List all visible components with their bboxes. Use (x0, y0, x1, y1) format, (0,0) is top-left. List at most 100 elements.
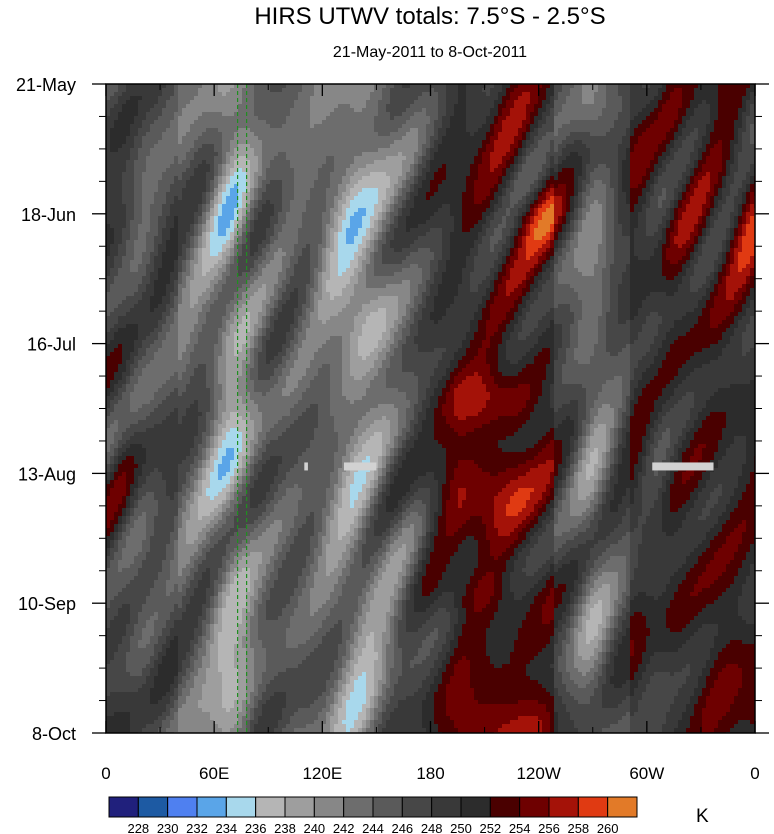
field-cell (354, 128, 359, 133)
field-cell (338, 144, 343, 149)
field-cell (474, 156, 479, 161)
field-cell (718, 96, 723, 101)
field-cell (446, 200, 451, 205)
field-cell (198, 180, 203, 185)
field-cell (690, 140, 695, 145)
field-cell (430, 204, 435, 209)
field-cell (742, 196, 747, 201)
field-cell (370, 152, 375, 157)
field-cell (242, 184, 247, 189)
field-cell (686, 164, 691, 169)
field-cell (658, 112, 663, 117)
field-cell (442, 200, 447, 205)
field-cell (530, 96, 535, 101)
field-cell (478, 124, 483, 129)
field-cell (234, 184, 239, 189)
field-cell (582, 112, 587, 117)
field-cell (482, 144, 487, 149)
field-cell (606, 132, 611, 137)
field-cell (110, 100, 115, 105)
field-cell (526, 104, 531, 109)
field-cell (746, 96, 751, 101)
field-cell (278, 120, 283, 125)
field-cell (358, 160, 363, 165)
field-cell (710, 120, 715, 125)
field-cell (426, 148, 431, 153)
field-cell (482, 164, 487, 169)
field-cell (562, 176, 567, 181)
field-cell (158, 172, 163, 177)
field-cell (370, 168, 375, 173)
field-cell (126, 148, 131, 153)
field-cell (138, 176, 143, 181)
field-cell (638, 200, 643, 205)
field-cell (226, 84, 231, 89)
field-cell (714, 192, 719, 197)
field-cell (350, 176, 355, 181)
field-cell (406, 204, 411, 209)
field-cell (414, 184, 419, 189)
field-cell (482, 188, 487, 193)
field-cell (450, 152, 455, 157)
field-cell (282, 196, 287, 201)
field-cell (538, 92, 543, 97)
field-cell (438, 172, 443, 177)
field-cell (302, 152, 307, 157)
field-cell (166, 128, 171, 133)
field-cell (506, 108, 511, 113)
field-cell (638, 112, 643, 117)
field-cell (730, 148, 735, 153)
field-cell (114, 156, 119, 161)
field-cell (314, 84, 319, 89)
field-cell (158, 188, 163, 193)
field-cell (514, 112, 519, 117)
field-cell (670, 116, 675, 121)
field-cell (698, 172, 703, 177)
field-cell (370, 100, 375, 105)
field-cell (330, 204, 335, 209)
field-cell (502, 184, 507, 189)
field-cell (622, 112, 627, 117)
field-cell (374, 112, 379, 117)
field-cell (214, 120, 219, 125)
field-cell (422, 188, 427, 193)
field-cell (614, 196, 619, 201)
field-cell (110, 184, 115, 189)
field-cell (542, 140, 547, 145)
field-cell (626, 124, 631, 129)
field-cell (602, 188, 607, 193)
field-cell (310, 172, 315, 177)
field-cell (446, 132, 451, 137)
field-cell (442, 92, 447, 97)
field-cell (578, 104, 583, 109)
field-cell (110, 124, 115, 129)
field-cell (218, 120, 223, 125)
field-cell (486, 120, 491, 125)
field-cell (494, 188, 499, 193)
field-cell (366, 160, 371, 165)
field-cell (574, 140, 579, 145)
field-cell (470, 164, 475, 169)
field-cell (682, 176, 687, 181)
field-cell (394, 84, 399, 89)
field-cell (218, 96, 223, 101)
field-cell (686, 140, 691, 145)
field-cell (474, 164, 479, 169)
field-cell (614, 100, 619, 105)
field-cell (270, 168, 275, 173)
field-cell (170, 148, 175, 153)
field-cell (434, 96, 439, 101)
field-cell (438, 164, 443, 169)
field-cell (158, 156, 163, 161)
field-cell (458, 172, 463, 177)
field-cell (746, 196, 751, 201)
field-cell (558, 132, 563, 137)
field-cell (170, 160, 175, 165)
field-cell (574, 144, 579, 149)
field-cell (486, 176, 491, 181)
field-cell (270, 200, 275, 205)
field-cell (626, 144, 631, 149)
field-cell (434, 148, 439, 153)
field-cell (362, 148, 367, 153)
field-cell (446, 180, 451, 185)
